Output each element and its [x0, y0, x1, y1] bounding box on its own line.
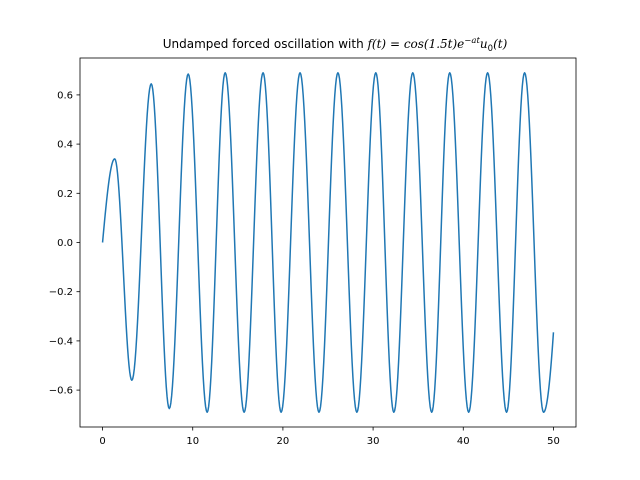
x-tick-label: 30: [367, 436, 380, 447]
y-tick-label: 0.2: [57, 189, 73, 200]
title-sup: −at: [464, 36, 480, 46]
x-tick-label: 20: [277, 436, 290, 447]
y-tick-label: 0.4: [57, 140, 73, 151]
x-tick-label: 40: [457, 436, 470, 447]
title-u: u: [480, 37, 488, 51]
y-axis: −0.6 −0.4 −0.2 0.0 0.2 0.4 0.6: [49, 90, 80, 397]
x-tick-label: 10: [186, 436, 199, 447]
y-tick-label: 0.6: [57, 90, 73, 101]
y-tick-label: −0.2: [49, 287, 73, 298]
title-prefix: Undamped forced oscillation with: [163, 37, 368, 51]
x-tick-label: 0: [99, 436, 105, 447]
x-axis: 0 10 20 30 40 50: [99, 427, 560, 447]
y-tick-label: −0.6: [49, 386, 73, 397]
y-tick-label: 0.0: [57, 238, 73, 249]
title-tail: (t): [493, 37, 508, 51]
x-tick-label: 50: [547, 436, 560, 447]
chart-title: Undamped forced oscillation with f(t) = …: [163, 36, 508, 54]
y-tick-label: −0.4: [49, 336, 73, 347]
series-line: [101, 72, 555, 413]
title-eq: =: [386, 37, 404, 51]
title-lhs: f(t): [366, 37, 386, 51]
plot-area: [101, 72, 555, 413]
title-base: cos(1.5t)e: [404, 37, 464, 51]
title-sub: 0: [488, 44, 493, 54]
